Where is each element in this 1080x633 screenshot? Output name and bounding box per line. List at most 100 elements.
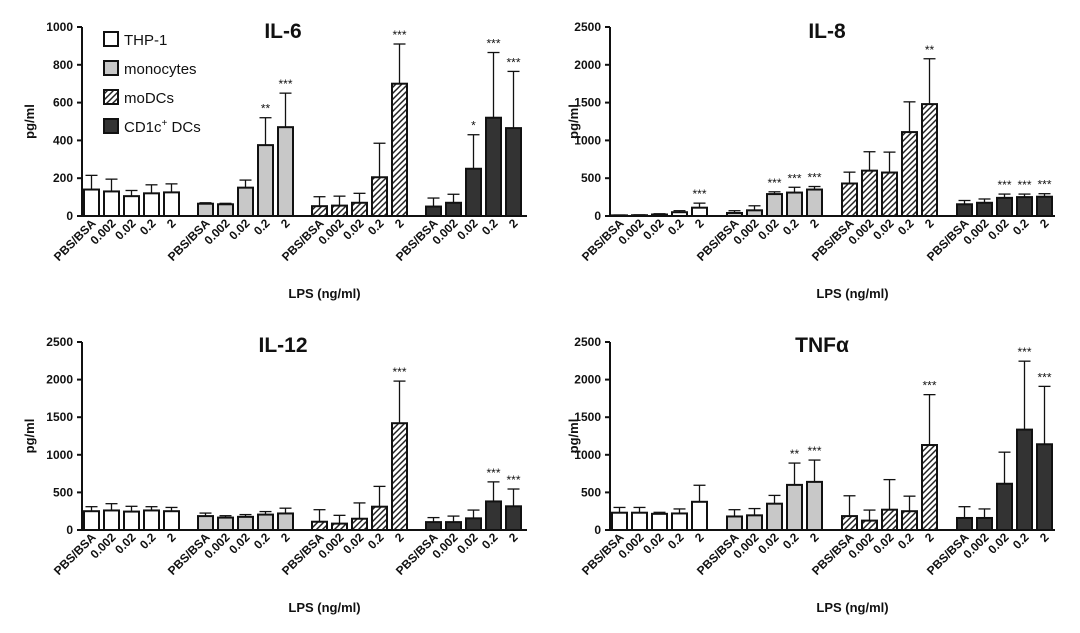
bar-thp1 — [671, 211, 688, 218]
bar-thp1 — [123, 510, 140, 531]
bar-modcs — [841, 182, 858, 218]
x-tick-label: 0.2 — [780, 530, 802, 552]
x-tick-label: 0.2 — [895, 530, 917, 552]
x-tick-label: 0.2 — [780, 216, 802, 238]
bar-thp1 — [631, 511, 648, 531]
significance-label: *** — [787, 171, 801, 185]
y-tick-label: 1000 — [574, 448, 601, 462]
x-tick-label: 2 — [278, 216, 293, 231]
x-tick-label: 0.2 — [895, 216, 917, 238]
bar-monocytes — [257, 144, 274, 217]
x-tick-label: 0.2 — [365, 216, 387, 238]
bar-cd1c — [1036, 443, 1053, 531]
bar-modcs — [391, 82, 408, 217]
x-tick-label: 0.02 — [755, 530, 782, 557]
legend-swatch-thp1 — [103, 31, 119, 47]
y-tick-label: 1500 — [574, 96, 601, 110]
x-tick-label: 2 — [807, 216, 822, 231]
bar-cd1c — [425, 521, 442, 532]
significance-label: *** — [486, 466, 500, 480]
x-tick-label: 0.02 — [112, 530, 139, 557]
x-tick-label: 0.2 — [1010, 216, 1032, 238]
bar-monocytes — [257, 513, 274, 531]
y-axis-title: pg/ml — [22, 419, 37, 454]
significance-label: ** — [925, 43, 935, 57]
bar-thp1 — [671, 512, 688, 531]
bar-cd1c — [956, 203, 973, 217]
bar-thp1 — [143, 192, 160, 218]
bar-cd1c — [465, 517, 482, 531]
y-tick-label: 400 — [53, 133, 73, 147]
bar-monocytes — [766, 502, 783, 531]
chart-title: TNFα — [795, 334, 849, 357]
bar-thp1 — [631, 214, 648, 218]
bar-modcs — [861, 519, 878, 531]
bar-modcs — [371, 505, 388, 531]
x-axis-title: LPS (ng/ml) — [816, 600, 888, 615]
bar-cd1c — [1016, 196, 1033, 218]
significance-label: *** — [486, 37, 500, 51]
bar-monocytes — [786, 191, 803, 217]
significance-label: *** — [1037, 178, 1051, 192]
bar-thp1 — [163, 510, 180, 532]
bar-modcs — [331, 522, 348, 531]
x-axis-title: LPS (ng/ml) — [288, 286, 360, 301]
legend-swatch-cd1c — [103, 118, 119, 134]
x-tick-label: 2 — [1037, 216, 1052, 231]
bar-thp1 — [163, 191, 180, 217]
significance-label: * — [471, 119, 476, 133]
x-tick-label: 0.02 — [454, 216, 481, 243]
x-tick-label: 2 — [164, 530, 179, 545]
bar-cd1c — [976, 201, 993, 218]
significance-label: *** — [922, 379, 936, 393]
bar-modcs — [351, 201, 368, 218]
y-tick-label: 2000 — [574, 373, 601, 387]
bar-monocytes — [217, 516, 234, 531]
x-tick-label: 2 — [392, 530, 407, 545]
x-tick-label: 0.02 — [340, 216, 367, 243]
significance-label: *** — [506, 55, 520, 69]
chart-title: IL-12 — [258, 334, 307, 357]
bar-cd1c — [1016, 428, 1033, 531]
bar-monocytes — [237, 186, 254, 217]
chart-panel-0: IL-602004006008001000pg/mlPBS/BSA0.0020.… — [22, 20, 527, 301]
bar-monocytes — [786, 483, 803, 532]
significance-label: *** — [392, 28, 406, 42]
bar-thp1 — [103, 509, 120, 531]
bar-thp1 — [123, 195, 140, 217]
x-tick-label: 0.02 — [226, 530, 253, 557]
significance-label: ** — [261, 102, 271, 116]
significance-label: *** — [807, 171, 821, 185]
y-tick-label: 0 — [594, 523, 601, 537]
y-tick-label: 800 — [53, 58, 73, 72]
legend-swatch-modcs — [103, 89, 119, 105]
y-tick-label: 2000 — [46, 373, 73, 387]
chart-title: IL-8 — [808, 20, 846, 43]
bar-monocytes — [746, 514, 763, 531]
bar-modcs — [921, 444, 938, 531]
significance-label: *** — [1017, 345, 1031, 359]
x-tick-label: 0.2 — [479, 216, 501, 238]
x-tick-label: 2 — [278, 530, 293, 545]
y-tick-label: 1000 — [574, 133, 601, 147]
x-tick-label: 2 — [392, 216, 407, 231]
bar-modcs — [391, 422, 408, 531]
bar-cd1c — [976, 516, 993, 532]
x-tick-label: 2 — [164, 216, 179, 231]
significance-label: *** — [692, 187, 706, 201]
x-tick-label: 2 — [1037, 530, 1052, 545]
x-axis-title: LPS (ng/ml) — [816, 286, 888, 301]
chart-panel-1: IL-805001000150020002500pg/mlPBS/BSA0.00… — [566, 20, 1055, 301]
y-tick-label: 2000 — [574, 58, 601, 72]
y-tick-label: 2500 — [574, 335, 601, 349]
x-tick-label: 0.2 — [137, 530, 159, 552]
legend-label-cd1c: CD1c+ DCs — [124, 118, 201, 136]
bar-monocytes — [766, 193, 783, 218]
x-tick-label: 0.02 — [340, 530, 367, 557]
bar-monocytes — [277, 126, 294, 217]
legend-swatch-monocytes — [103, 60, 119, 76]
bar-modcs — [861, 169, 878, 217]
x-tick-label: 0.2 — [365, 530, 387, 552]
bar-cd1c — [996, 482, 1013, 532]
